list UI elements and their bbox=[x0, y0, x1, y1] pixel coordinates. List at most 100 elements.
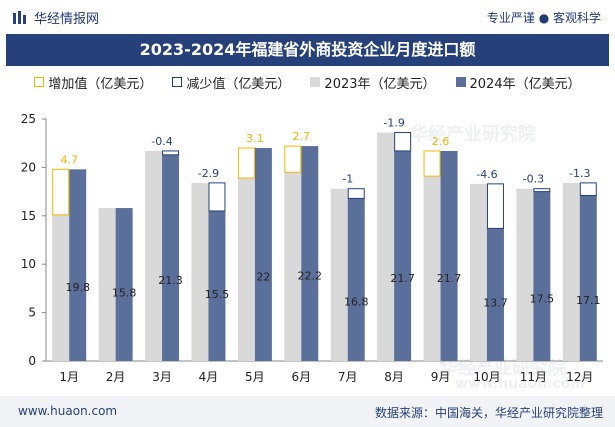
x-tick-label: 4月 bbox=[199, 370, 219, 384]
x-tick-label: 9月 bbox=[431, 370, 451, 384]
x-tick-label: 12月 bbox=[566, 370, 593, 384]
legend-item-2024: 2024年（亿美元） bbox=[455, 73, 581, 92]
bar-2023 bbox=[330, 188, 348, 361]
legend-item-increase: 增加值（亿美元） bbox=[34, 73, 152, 92]
y-tick-label: 0 bbox=[28, 354, 36, 368]
tagline: 专业严谨 ● 客观科学 bbox=[486, 11, 601, 25]
bar-2023 bbox=[191, 182, 209, 361]
bar-2023 bbox=[377, 132, 395, 361]
legend-increase-swatch bbox=[34, 77, 45, 87]
bar-2024 bbox=[162, 154, 180, 361]
bar-2023 bbox=[469, 183, 487, 361]
x-tick-label: 3月 bbox=[152, 370, 172, 384]
decrease-label: -1.3 bbox=[569, 167, 590, 180]
footer: www.huaon.com 数据来源：中国海关，华经产业研究院整理 bbox=[0, 396, 615, 427]
bar-2024 bbox=[347, 198, 365, 361]
value-label-2024: 22.2 bbox=[298, 270, 323, 283]
website-link[interactable]: www.huaon.com bbox=[18, 404, 118, 418]
decrease-label: -1 bbox=[342, 173, 353, 186]
bar-2023 bbox=[516, 188, 534, 361]
x-tick-label: 11月 bbox=[520, 370, 547, 384]
decrease-label: -0.3 bbox=[523, 173, 544, 186]
watermark-bottom: 华经产业研究院 bbox=[440, 358, 566, 379]
x-tick-label: 5月 bbox=[245, 370, 265, 384]
legend-item-2023: 2023年（亿美元） bbox=[310, 73, 436, 92]
bar-chart: 0 5 10 15 20 25 4.7 19.8 1月 15.8 2月 -0.4 21.3 3月 -2.9 1… bbox=[21, 112, 603, 384]
value-label-2024: 13.7 bbox=[483, 297, 508, 310]
bar-2024 bbox=[254, 148, 272, 361]
increase-label: 2.6 bbox=[432, 135, 450, 148]
increase-label: 4.7 bbox=[60, 153, 78, 166]
decrease-label: -0.4 bbox=[151, 135, 172, 148]
bar-2024 bbox=[301, 146, 319, 361]
y-tick-label: 5 bbox=[28, 306, 36, 320]
decrease-box bbox=[579, 182, 597, 196]
bar-2024 bbox=[579, 195, 597, 361]
bar-2023 bbox=[284, 172, 302, 361]
top-bar: 华经情报网 专业严谨 ● 客观科学 bbox=[0, 0, 615, 34]
brand-logo-icon bbox=[13, 10, 26, 24]
x-tick-label: 2月 bbox=[106, 370, 126, 384]
bar-2024 bbox=[115, 208, 133, 361]
x-tick-label: 1月 bbox=[59, 370, 79, 384]
increase-label: 2.7 bbox=[293, 130, 311, 143]
decrease-box bbox=[208, 182, 226, 212]
decrease-box bbox=[533, 188, 551, 193]
x-tick-label: 7月 bbox=[338, 370, 358, 384]
legend-2023-swatch bbox=[310, 77, 321, 87]
bar-2023 bbox=[237, 178, 255, 361]
increase-box bbox=[237, 147, 255, 179]
value-label-2024: 17.5 bbox=[530, 292, 555, 305]
watermark-url: www.huaon.com bbox=[455, 376, 586, 392]
watermark-top: 华经产业研究院 bbox=[410, 124, 536, 145]
increase-box bbox=[423, 150, 441, 177]
decrease-box bbox=[394, 132, 412, 152]
bar-2023 bbox=[562, 182, 580, 361]
value-label-2024: 16.8 bbox=[344, 296, 369, 309]
legend: 增加值（亿美元） 减少值（亿美元） 2023年（亿美元） 2024年（亿美元） bbox=[0, 72, 615, 92]
brand[interactable]: 华经情报网 bbox=[12, 8, 99, 27]
legend-increase-label: 增加值（亿美元） bbox=[48, 76, 153, 92]
decrease-label: -1.9 bbox=[383, 117, 404, 130]
value-label-2024: 19.8 bbox=[65, 281, 90, 294]
brand-name: 华经情报网 bbox=[34, 12, 100, 27]
value-label-2024: 21.7 bbox=[390, 272, 415, 285]
chart-title: 2023-2024年福建省外商投资企业月度进口额 bbox=[6, 34, 609, 66]
increase-label: 3.1 bbox=[246, 132, 264, 145]
value-label-2024: 21.3 bbox=[158, 274, 183, 287]
decrease-box bbox=[347, 188, 365, 199]
value-label-2024: 17.1 bbox=[576, 294, 601, 307]
legend-item-decrease: 减少值（亿美元） bbox=[172, 73, 290, 92]
legend-2024-swatch bbox=[455, 77, 466, 87]
x-tick-label: 8月 bbox=[384, 370, 404, 384]
bar-2024 bbox=[533, 191, 551, 361]
decrease-label: -2.9 bbox=[198, 167, 219, 180]
x-tick-label: 6月 bbox=[291, 370, 311, 384]
bar-2024 bbox=[486, 228, 504, 361]
decrease-box bbox=[162, 150, 180, 156]
legend-decrease-swatch bbox=[172, 77, 183, 87]
x-tick-label: 10月 bbox=[473, 370, 500, 384]
data-source: 数据来源：中国海关，华经产业研究院整理 bbox=[374, 406, 603, 420]
decrease-box bbox=[486, 183, 504, 229]
bar-2023 bbox=[98, 208, 116, 361]
bar-2024 bbox=[208, 210, 226, 361]
y-tick-label: 20 bbox=[21, 160, 36, 174]
bar-2023 bbox=[52, 214, 70, 361]
bar-2024 bbox=[440, 150, 458, 361]
y-tick-label: 25 bbox=[21, 112, 36, 126]
y-tick-label: 10 bbox=[21, 257, 36, 271]
bar-2024 bbox=[394, 150, 412, 361]
legend-2024-label: 2024年（亿美元） bbox=[469, 76, 581, 92]
bar-2023 bbox=[145, 150, 163, 361]
value-label-2024: 15.8 bbox=[112, 287, 137, 300]
legend-2023-label: 2023年（亿美元） bbox=[324, 76, 436, 92]
increase-box bbox=[284, 145, 302, 173]
decrease-label: -4.6 bbox=[476, 168, 497, 181]
legend-decrease-label: 减少值（亿美元） bbox=[186, 76, 291, 92]
bar-2024 bbox=[69, 169, 87, 361]
value-label-2024: 21.7 bbox=[437, 272, 462, 285]
value-label-2024: 22 bbox=[256, 271, 270, 284]
bar-2023 bbox=[423, 176, 441, 361]
